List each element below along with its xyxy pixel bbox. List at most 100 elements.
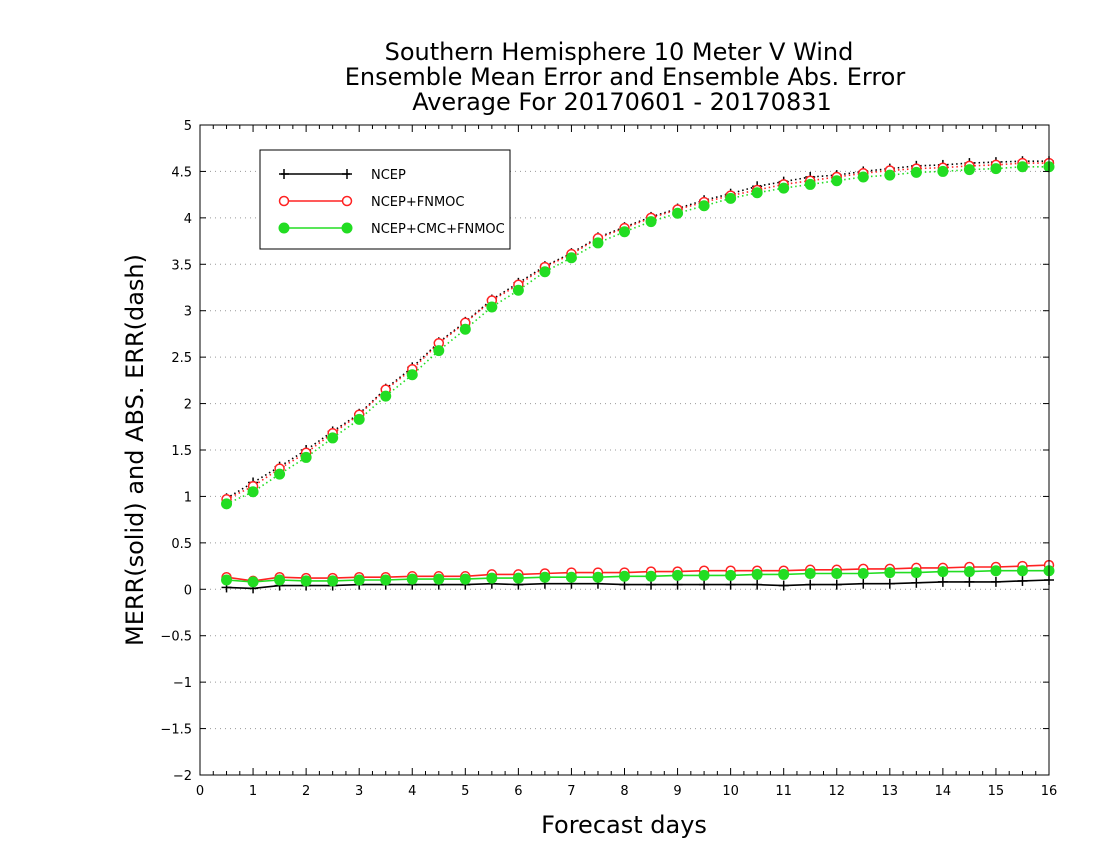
- x-tick-label: 4: [408, 784, 416, 799]
- merr-point-ncep: [778, 580, 789, 591]
- x-tick-label: 6: [514, 784, 522, 799]
- y-tick-label: 3: [184, 305, 192, 320]
- merr-point-ncep-cmc-fnmoc: [353, 574, 365, 586]
- merr-point-ncep-cmc-fnmoc: [804, 568, 816, 579]
- abs-err-point-ncep-cmc-fnmoc: [1016, 161, 1028, 173]
- y-tick-label: 4.5: [171, 165, 192, 180]
- y-tick-label: −0.5: [160, 630, 192, 645]
- merr-point-ncep: [752, 579, 763, 590]
- y-tick-label: 2: [184, 398, 192, 413]
- abs-err-point-ncep-cmc-fnmoc: [512, 284, 524, 296]
- abs-err-point-ncep-cmc-fnmoc: [990, 163, 1002, 175]
- merr-point-ncep-cmc-fnmoc: [698, 569, 710, 581]
- y-tick-label: −1: [173, 676, 192, 691]
- abs-err-point-ncep-cmc-fnmoc: [565, 252, 577, 264]
- merr-point-ncep: [725, 579, 736, 590]
- merr-point-ncep-cmc-fnmoc: [910, 567, 922, 579]
- abs-err-point-ncep-cmc-fnmoc: [459, 323, 471, 335]
- abs-err-point-ncep-cmc-fnmoc: [884, 169, 896, 181]
- legend-marker: [278, 195, 290, 207]
- merr-point-ncep: [990, 576, 1001, 587]
- abs-err-point-ncep-cmc-fnmoc: [486, 301, 498, 313]
- x-tick-label: 11: [775, 784, 792, 799]
- merr-point-ncep: [858, 578, 869, 589]
- legend-label: NCEP+CMC+FNMOC: [371, 222, 505, 237]
- merr-line-ncep: [226, 579, 1050, 590]
- x-tick-label: 13: [882, 784, 899, 799]
- merr-point-ncep-cmc-fnmoc: [963, 566, 975, 578]
- x-tick-label: 1: [249, 784, 257, 799]
- abs-err-point-ncep-cmc-fnmoc: [831, 175, 843, 187]
- abs-err-point-ncep-cmc-fnmoc: [380, 390, 392, 402]
- merr-point-ncep-cmc-fnmoc: [937, 566, 949, 578]
- merr-point-ncep-cmc-fnmoc: [327, 575, 339, 587]
- merr-point-ncep-cmc-fnmoc: [433, 573, 445, 585]
- merr-point-ncep: [911, 577, 922, 588]
- merr-point-ncep-cmc-fnmoc: [247, 576, 259, 588]
- abs-err-point-ncep-cmc-fnmoc: [353, 413, 365, 425]
- y-tick-label: 4: [184, 212, 192, 227]
- x-tick-label: 9: [673, 784, 681, 799]
- merr-point-ncep: [672, 579, 683, 590]
- merr-point-ncep-cmc-fnmoc: [857, 568, 869, 579]
- y-tick-label: 1.5: [171, 444, 192, 459]
- series-ncep-cmc-fnmoc: [221, 161, 1055, 588]
- abs-err-point-ncep-cmc-fnmoc: [910, 166, 922, 178]
- merr-point-ncep-cmc-fnmoc: [831, 568, 843, 579]
- abs-err-point-ncep-cmc-fnmoc: [406, 369, 418, 381]
- merr-point-ncep-cmc-fnmoc: [565, 571, 577, 583]
- merr-point-ncep-cmc-fnmoc: [380, 574, 392, 586]
- abs-err-point-ncep-cmc-fnmoc: [778, 182, 790, 194]
- abs-err-point-ncep-cmc-fnmoc: [300, 451, 312, 463]
- legend-marker: [279, 169, 289, 179]
- x-axis-label: Forecast days: [541, 811, 707, 839]
- merr-point-ncep-cmc-fnmoc: [725, 569, 737, 581]
- x-tick-label: 8: [620, 784, 628, 799]
- grid: [200, 170, 1049, 730]
- merr-point-ncep-cmc-fnmoc: [645, 570, 657, 582]
- x-tick-label: 3: [355, 784, 363, 799]
- merr-point-ncep: [1017, 575, 1028, 586]
- legend-marker: [341, 222, 353, 234]
- y-tick-label: −1.5: [160, 723, 192, 738]
- x-tick-label: 12: [828, 784, 845, 799]
- merr-point-ncep-cmc-fnmoc: [592, 571, 604, 583]
- abs-err-point-ncep-cmc-fnmoc: [539, 266, 551, 278]
- x-tick-label: 16: [1041, 784, 1058, 799]
- legend-label: NCEP+FNMOC: [371, 195, 464, 210]
- y-tick-label: −2: [173, 769, 192, 784]
- abs-err-point-ncep-cmc-fnmoc: [592, 237, 604, 249]
- merr-point-ncep-cmc-fnmoc: [512, 572, 524, 584]
- abs-err-point-ncep-cmc-fnmoc: [804, 178, 816, 190]
- chart-title-line-2: Ensemble Mean Error and Ensemble Abs. Er…: [345, 63, 906, 91]
- legend-marker: [341, 195, 353, 207]
- merr-point-ncep: [884, 578, 895, 589]
- y-tick-label: 0.5: [171, 537, 192, 552]
- abs-err-point-ncep-cmc-fnmoc: [937, 165, 949, 177]
- merr-point-ncep-cmc-fnmoc: [406, 573, 418, 585]
- y-tick-label: 5: [184, 119, 192, 134]
- merr-point-ncep-cmc-fnmoc: [990, 565, 1002, 577]
- y-axis: 5 4.5 4 3.5 3 2.5 2 1.5 1 0.5 0 −0.5 −1 −1.5 −2: [160, 119, 1049, 784]
- merr-point-ncep: [699, 579, 710, 590]
- series-layer: [221, 156, 1055, 594]
- legend: NCEP NCEP+FNMOC NCEP+CMC+FNMOC: [259, 149, 511, 250]
- merr-point-ncep-cmc-fnmoc: [619, 570, 630, 582]
- legend-label: NCEP: [371, 168, 406, 183]
- abs-err-point-ncep-cmc-fnmoc: [672, 207, 684, 219]
- merr-point-ncep-cmc-fnmoc: [274, 574, 286, 586]
- abs-err-point-ncep-cmc-fnmoc: [725, 192, 737, 204]
- legend-item-ncep-fnmoc: NCEP+FNMOC: [278, 195, 464, 210]
- x-tick-label: 5: [461, 784, 469, 799]
- merr-point-ncep-cmc-fnmoc: [1016, 565, 1028, 577]
- x-tick-label: 10: [722, 784, 739, 799]
- x-tick-label: 2: [302, 784, 310, 799]
- abs-err-point-ncep-cmc-fnmoc: [857, 171, 869, 183]
- merr-point-ncep-cmc-fnmoc: [778, 568, 790, 580]
- abs-err-point-ncep-cmc-fnmoc: [619, 226, 630, 238]
- x-tick-label: 0: [196, 784, 204, 799]
- abs-err-point-ncep-cmc-fnmoc: [274, 468, 286, 480]
- x-axis: 0 1 2 3 4 5 6 7 8 9 10 11 12 13 14 15 16: [196, 125, 1057, 799]
- legend-item-ncep-cmc-fnmoc: NCEP+CMC+FNMOC: [278, 222, 505, 237]
